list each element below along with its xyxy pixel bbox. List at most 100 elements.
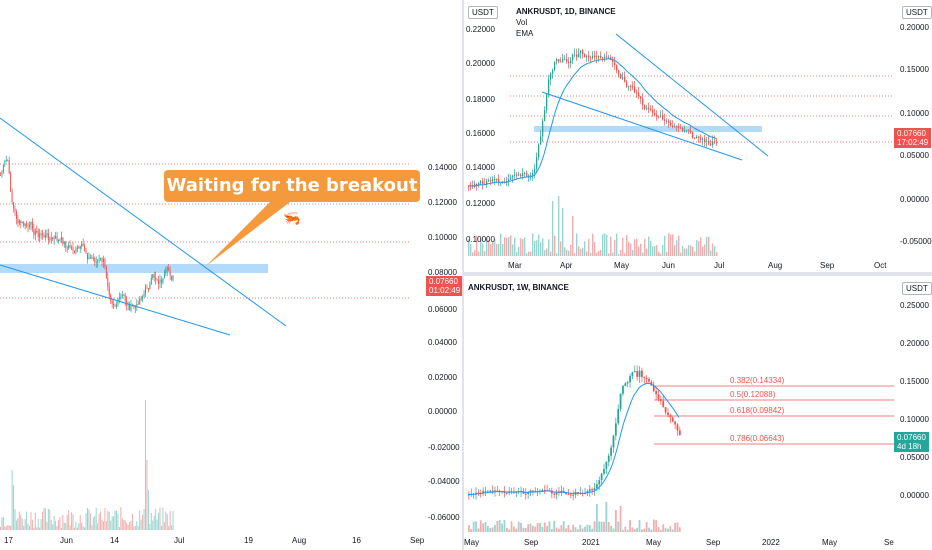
volume-bar bbox=[508, 237, 510, 256]
panel-divider-vertical[interactable] bbox=[462, 0, 464, 550]
daily-candle bbox=[528, 175, 530, 177]
left-axis-label: 0.18000 bbox=[466, 95, 495, 104]
left-candle bbox=[140, 298, 142, 300]
weekly-legend[interactable]: ANKRUSDT, 1W, BINANCE bbox=[468, 282, 569, 293]
daily-candle bbox=[676, 126, 678, 128]
legend-ema[interactable]: EMA bbox=[516, 29, 534, 38]
volume-bar bbox=[56, 526, 58, 530]
weekly-candle bbox=[664, 407, 667, 413]
volume-bar bbox=[603, 521, 605, 532]
left-chart-canvas[interactable] bbox=[0, 0, 462, 550]
volume-bar bbox=[595, 504, 598, 532]
volume-bar bbox=[536, 522, 539, 532]
volume-bar bbox=[671, 529, 674, 532]
left-candle bbox=[100, 257, 102, 260]
volume-bar bbox=[716, 252, 718, 256]
daily-candle bbox=[628, 86, 630, 88]
time-axis-label: Jul bbox=[714, 261, 725, 270]
volume-bar bbox=[160, 525, 162, 530]
volume-bar bbox=[117, 513, 119, 530]
volume-bar bbox=[470, 529, 473, 532]
panel-divider-horizontal[interactable] bbox=[464, 272, 932, 276]
daily-candle bbox=[714, 141, 716, 143]
volume-bar bbox=[11, 470, 13, 530]
volume-bar bbox=[29, 525, 30, 530]
volume-bar bbox=[136, 521, 138, 530]
currency-label[interactable]: USDT bbox=[468, 6, 498, 19]
volume-bar bbox=[21, 518, 23, 530]
left-candle bbox=[110, 294, 112, 301]
volume-bar bbox=[504, 237, 506, 256]
volume-bar bbox=[610, 525, 612, 532]
daily-chart-panel[interactable]: USDT USDT ANKRUSDT, 1D, BINANCE Vol EMA … bbox=[464, 0, 932, 272]
volume-bar bbox=[670, 234, 672, 256]
price-axis-label: 0.10000 bbox=[428, 233, 457, 242]
volume-bar bbox=[496, 243, 498, 256]
daily-candle bbox=[600, 55, 602, 58]
right-axis-label: 0.00000 bbox=[900, 491, 929, 500]
volume-bar bbox=[501, 523, 503, 532]
volume-bar bbox=[15, 520, 17, 530]
callout-text: Waiting for the breakout bbox=[166, 175, 418, 196]
volume-bar bbox=[622, 529, 624, 532]
volume-bar bbox=[628, 241, 630, 256]
weekly-candle bbox=[555, 491, 558, 495]
volume-bar bbox=[468, 239, 470, 256]
daily-candle bbox=[564, 59, 566, 61]
volume-bar bbox=[8, 525, 10, 530]
daily-candle bbox=[492, 179, 494, 182]
daily-legend[interactable]: ANKRUSDT, 1D, BINANCE Vol EMA bbox=[516, 6, 616, 39]
volume-bar bbox=[97, 523, 99, 530]
volume-bar bbox=[129, 522, 131, 530]
currency-label-right[interactable]: USDT bbox=[902, 6, 932, 19]
volume-bar bbox=[577, 529, 579, 532]
left-candles bbox=[0, 155, 174, 314]
volume-bar bbox=[672, 234, 674, 256]
left-candle bbox=[29, 224, 30, 227]
volume-bar bbox=[612, 252, 614, 256]
volume-bar bbox=[488, 240, 490, 256]
daily-chart-canvas[interactable] bbox=[464, 0, 932, 272]
legend-vol[interactable]: Vol bbox=[516, 18, 528, 27]
volume-bar bbox=[124, 520, 126, 530]
weekly-candle bbox=[610, 447, 612, 456]
price-axis-label: 0.04000 bbox=[428, 338, 457, 347]
volume-bar bbox=[111, 516, 113, 530]
daily-candle bbox=[550, 73, 552, 80]
volume-bar bbox=[658, 251, 660, 256]
volume-bar bbox=[632, 250, 634, 256]
time-axis-label: Aug bbox=[292, 536, 307, 545]
weekly-candle bbox=[612, 435, 615, 448]
daily-candle bbox=[536, 157, 538, 169]
currency-label[interactable]: USDT bbox=[902, 282, 932, 295]
daily-volume bbox=[468, 196, 718, 256]
volume-bar bbox=[118, 527, 120, 530]
volume-bar bbox=[58, 520, 59, 530]
volume-bar bbox=[508, 529, 511, 532]
left-axis-label: 0.22000 bbox=[466, 25, 495, 34]
weekly-candle bbox=[529, 490, 532, 493]
daily-candle bbox=[680, 127, 682, 129]
volume-bar bbox=[52, 524, 54, 530]
weekly-candle bbox=[629, 376, 631, 383]
volume-bar bbox=[126, 522, 128, 530]
left-candle bbox=[62, 237, 64, 244]
weekly-chart-canvas[interactable]: 0.382(0.14334) 0.5(0.12088) 0.618(0.09842)… bbox=[464, 276, 932, 550]
volume-bar bbox=[648, 527, 650, 532]
weekly-candles bbox=[467, 365, 681, 501]
volume-bar bbox=[584, 241, 586, 256]
volume-bar bbox=[505, 527, 508, 532]
left-chart-panel[interactable]: Waiting for the breakout 🦐 0.14000 0.1200… bbox=[0, 0, 462, 550]
left-candle bbox=[33, 229, 35, 235]
volume-bar bbox=[123, 520, 125, 530]
price-tag: 0.07660 4d 18h bbox=[894, 432, 929, 452]
weekly-chart-panel[interactable]: 0.382(0.14334) 0.5(0.12088) 0.618(0.09842)… bbox=[464, 276, 932, 550]
weekly-candle bbox=[605, 461, 608, 469]
volume-bar bbox=[700, 237, 702, 256]
daily-candle bbox=[640, 96, 642, 99]
volume-bar bbox=[550, 528, 553, 532]
volume-bar bbox=[686, 248, 688, 256]
daily-candle bbox=[582, 50, 584, 54]
right-axis-label: 0.00000 bbox=[900, 195, 929, 204]
left-candle bbox=[118, 297, 120, 299]
